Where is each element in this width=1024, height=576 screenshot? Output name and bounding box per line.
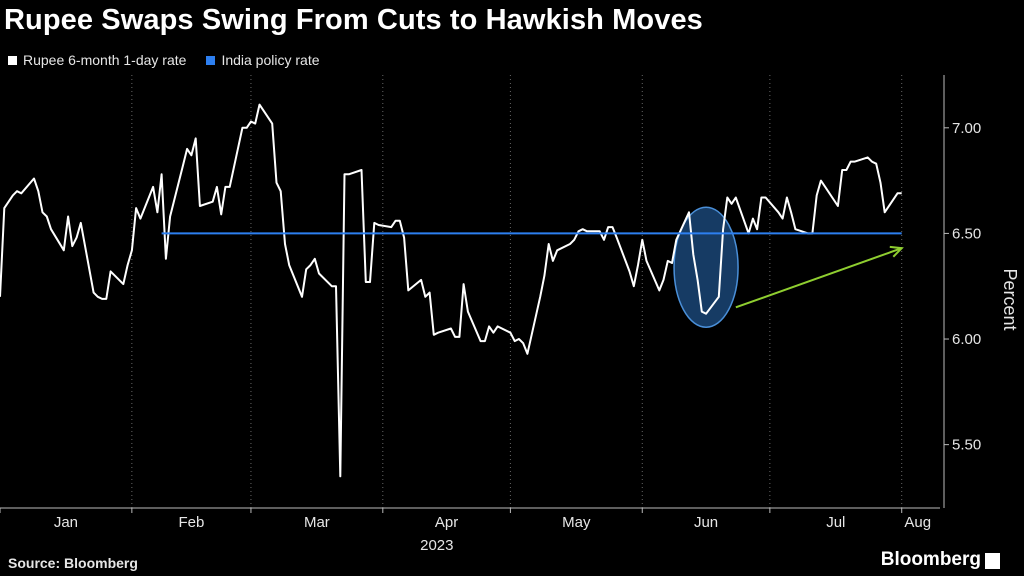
x-tick-label: Feb xyxy=(178,514,204,531)
x-tick-label: Jan xyxy=(54,514,78,531)
x-axis-label: 2023 xyxy=(420,537,453,554)
trend-arrow-head xyxy=(889,245,904,258)
y-tick-label: 6.00 xyxy=(952,331,981,348)
x-tick-label: May xyxy=(562,514,591,531)
legend-item-rupee-rate: Rupee 6-month 1-day rate xyxy=(8,52,186,68)
source-note: Source: Bloomberg xyxy=(8,555,138,571)
brand-name: Bloomberg xyxy=(880,549,981,570)
x-tick-label: Jun xyxy=(694,514,718,531)
y-tick-label: 6.50 xyxy=(952,225,981,242)
y-axis-label: Percent xyxy=(1000,268,1020,330)
x-tick-label: Jul xyxy=(826,514,845,531)
bloomberg-terminal-icon xyxy=(985,553,1000,569)
legend-swatch-rupee-rate xyxy=(8,55,17,65)
legend-item-policy-rate: India policy rate xyxy=(206,52,320,68)
chart-title: Rupee Swaps Swing From Cuts to Hawkish M… xyxy=(4,4,703,36)
y-tick-label: 5.50 xyxy=(952,437,981,454)
y-tick-label: 7.00 xyxy=(952,120,981,137)
x-tick-label: Apr xyxy=(435,514,458,531)
series-line-rupee-rate xyxy=(0,103,902,478)
legend-label-rupee-rate: Rupee 6-month 1-day rate xyxy=(23,52,187,68)
trend-arrow-shaft xyxy=(735,247,903,309)
x-tick-label: Mar xyxy=(304,514,330,531)
chart-legend: Rupee 6-month 1-day rate India policy ra… xyxy=(8,52,320,68)
legend-label-policy-rate: India policy rate xyxy=(221,52,320,68)
legend-swatch-policy-rate xyxy=(206,55,216,65)
brand-logo: Bloomberg xyxy=(881,549,1000,571)
x-tick-label: Aug xyxy=(904,514,931,531)
